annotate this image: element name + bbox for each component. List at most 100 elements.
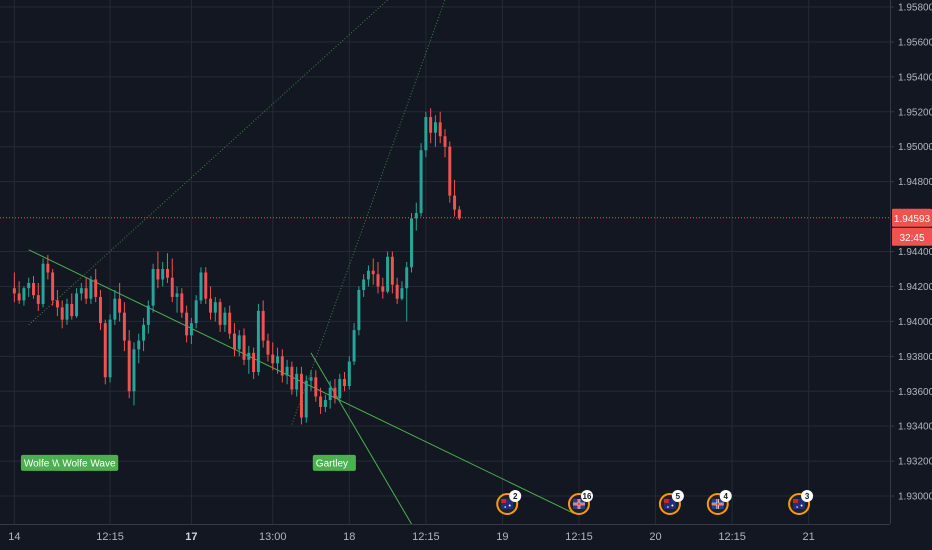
candle-body[interactable]: [285, 366, 289, 376]
candle-body[interactable]: [60, 307, 64, 320]
candle-body[interactable]: [146, 305, 150, 325]
candle[interactable]: [108, 314, 112, 383]
candle[interactable]: [328, 380, 332, 409]
candle[interactable]: [357, 286, 361, 336]
candle[interactable]: [453, 179, 457, 217]
candle[interactable]: [228, 305, 232, 339]
candle[interactable]: [381, 277, 385, 299]
event-marker[interactable]: 5: [658, 490, 684, 515]
candle[interactable]: [103, 319, 107, 385]
candle-body[interactable]: [84, 288, 88, 299]
candle[interactable]: [165, 253, 169, 283]
candle[interactable]: [194, 295, 198, 329]
price-axis[interactable]: 1.95800 1.95600 1.95400 1.95200 1.95000 1.948…: [890, 2, 932, 503]
candle-body[interactable]: [323, 399, 327, 407]
candle[interactable]: [319, 387, 323, 414]
candle[interactable]: [189, 317, 193, 345]
candle-body[interactable]: [390, 256, 394, 285]
candle[interactable]: [12, 272, 16, 303]
candle[interactable]: [65, 298, 69, 325]
candle[interactable]: [137, 333, 141, 364]
candle-body[interactable]: [362, 279, 366, 290]
candle[interactable]: [223, 307, 227, 332]
event-marker[interactable]: 16: [567, 490, 593, 515]
candle-body[interactable]: [17, 293, 21, 301]
candle[interactable]: [204, 267, 208, 304]
candle-body[interactable]: [261, 310, 265, 341]
candle-body[interactable]: [443, 136, 447, 147]
candle-body[interactable]: [424, 117, 428, 151]
candle[interactable]: [70, 293, 74, 320]
candle[interactable]: [390, 251, 394, 294]
candle-body[interactable]: [314, 377, 318, 397]
candle[interactable]: [252, 347, 256, 380]
candle[interactable]: [156, 251, 160, 289]
candle-body[interactable]: [127, 340, 131, 392]
candle[interactable]: [261, 300, 265, 348]
candle[interactable]: [414, 202, 418, 231]
candle-body[interactable]: [99, 296, 102, 324]
candle-body[interactable]: [357, 289, 361, 331]
candle-body[interactable]: [319, 396, 323, 407]
candle[interactable]: [280, 349, 284, 383]
candle-body[interactable]: [232, 333, 236, 350]
candle-body[interactable]: [199, 272, 203, 301]
candle[interactable]: [376, 262, 380, 294]
candle-body[interactable]: [213, 302, 217, 313]
candle[interactable]: [237, 330, 241, 357]
candle-body[interactable]: [371, 270, 375, 275]
candle-body[interactable]: [280, 356, 284, 376]
candle-body[interactable]: [209, 298, 213, 313]
candle-body[interactable]: [70, 303, 74, 317]
candle-body[interactable]: [137, 340, 141, 350]
candle[interactable]: [161, 262, 165, 287]
candle-body[interactable]: [185, 312, 189, 336]
candle-body[interactable]: [247, 352, 251, 360]
candle-body[interactable]: [36, 295, 40, 304]
candle[interactable]: [304, 375, 308, 423]
candle[interactable]: [79, 282, 83, 301]
candle-body[interactable]: [51, 272, 55, 301]
candle[interactable]: [17, 281, 21, 304]
candle[interactable]: [89, 275, 93, 304]
candle-body[interactable]: [256, 310, 260, 373]
candle[interactable]: [122, 302, 126, 352]
candle[interactable]: [276, 347, 280, 374]
candle-body[interactable]: [22, 288, 26, 301]
candle-body[interactable]: [252, 352, 256, 373]
pattern-label[interactable]: Gartley: [312, 454, 356, 471]
candle[interactable]: [266, 333, 270, 362]
candle-body[interactable]: [170, 277, 174, 297]
candle-body[interactable]: [228, 312, 232, 334]
candle[interactable]: [299, 366, 303, 425]
candle-body[interactable]: [304, 380, 308, 418]
candle-body[interactable]: [189, 323, 193, 336]
candle[interactable]: [232, 323, 236, 357]
candle[interactable]: [132, 342, 136, 406]
candle[interactable]: [36, 282, 40, 311]
candle-body[interactable]: [161, 268, 165, 280]
candle-body[interactable]: [299, 373, 303, 418]
candle-body[interactable]: [381, 286, 385, 292]
candle-body[interactable]: [419, 150, 423, 214]
economic-events[interactable]: 2 16 5 4 3: [496, 490, 814, 515]
candle-body[interactable]: [175, 293, 179, 297]
candle[interactable]: [142, 317, 146, 352]
candle-body[interactable]: [46, 263, 50, 273]
candle-body[interactable]: [395, 284, 399, 299]
candle-body[interactable]: [338, 379, 342, 399]
candle[interactable]: [429, 108, 433, 144]
candle-body[interactable]: [295, 373, 299, 390]
candle[interactable]: [285, 359, 289, 385]
candle-body[interactable]: [433, 122, 437, 133]
candle-body[interactable]: [266, 340, 270, 355]
candle-body[interactable]: [448, 146, 452, 196]
candle-body[interactable]: [79, 288, 83, 294]
candle[interactable]: [333, 379, 337, 404]
candle-body[interactable]: [89, 279, 93, 299]
candle[interactable]: [41, 258, 45, 308]
candle[interactable]: [395, 277, 399, 304]
candle[interactable]: [75, 288, 79, 318]
candle-body[interactable]: [204, 272, 208, 299]
candle-body[interactable]: [410, 218, 413, 268]
